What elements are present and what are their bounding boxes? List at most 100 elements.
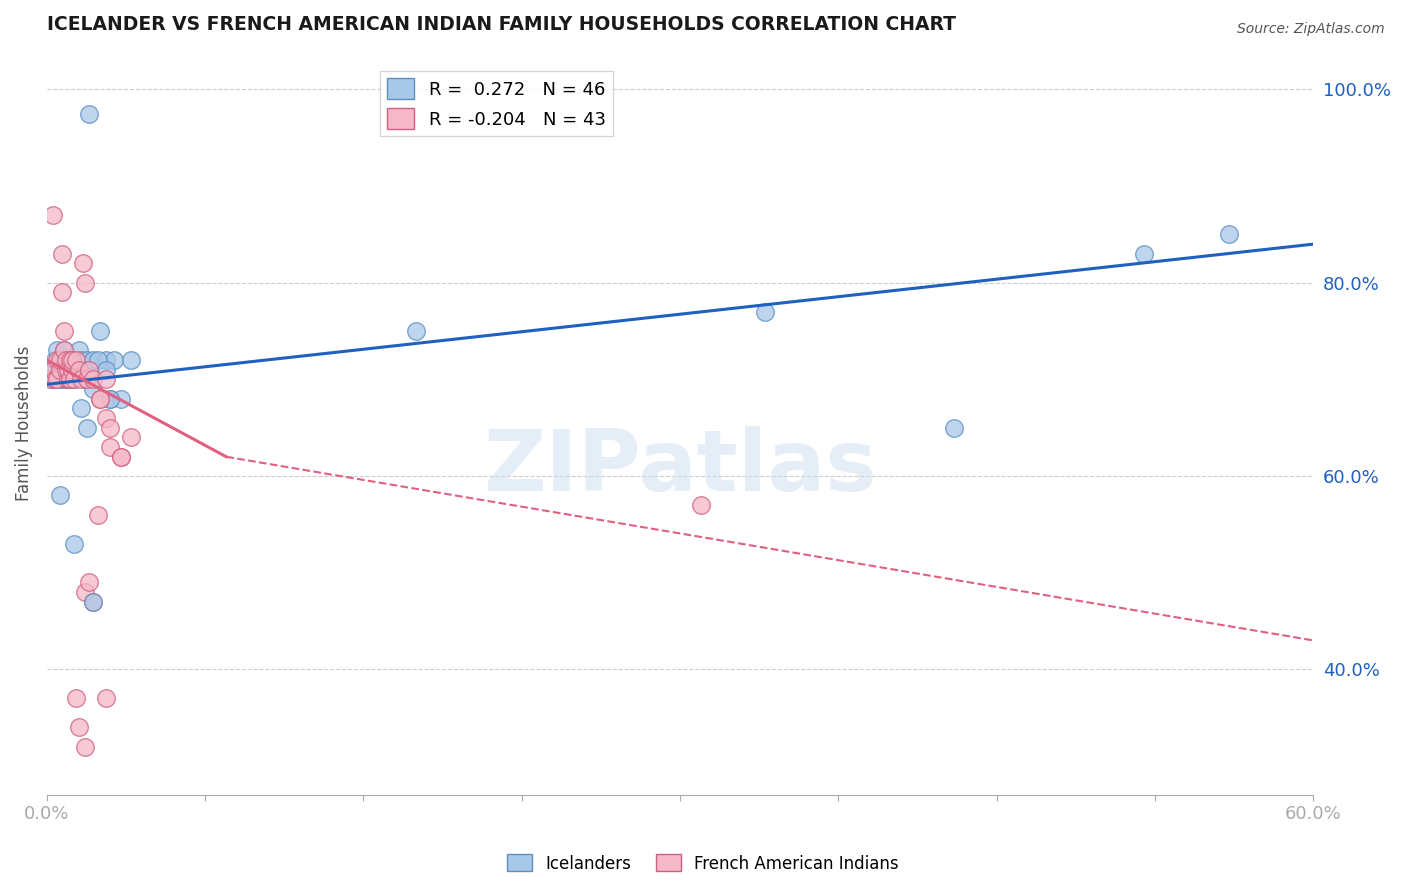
Point: [51, 247, 73, 261]
Point: [73, 739, 96, 754]
Point: [94, 372, 117, 386]
Point: [72, 256, 94, 270]
Point: [98, 440, 121, 454]
Point: [690, 498, 713, 512]
Text: ZIPatlas: ZIPatlas: [484, 426, 877, 509]
Point: [86, 353, 108, 368]
Point: [51, 372, 73, 386]
Point: [52, 363, 75, 377]
Point: [94, 691, 117, 706]
Point: [110, 450, 132, 464]
Point: [56, 372, 79, 386]
Point: [89, 392, 111, 406]
Point: [72, 363, 94, 377]
Point: [754, 305, 776, 319]
Point: [60, 363, 83, 377]
Point: [59, 353, 82, 368]
Point: [56, 363, 79, 377]
Point: [52, 324, 75, 338]
Point: [76, 353, 98, 368]
Point: [82, 382, 104, 396]
Point: [110, 450, 132, 464]
Point: [110, 392, 132, 406]
Point: [48, 353, 70, 368]
Point: [94, 411, 117, 425]
Point: [103, 353, 125, 368]
Point: [60, 353, 83, 368]
Point: [59, 372, 82, 386]
Point: [73, 585, 96, 599]
Point: [56, 372, 79, 386]
Point: [46, 363, 69, 377]
Point: [56, 363, 79, 377]
Legend: Icelanders, French American Indians: Icelanders, French American Indians: [501, 847, 905, 880]
Point: [48, 372, 70, 386]
Point: [82, 595, 104, 609]
Point: [67, 343, 90, 358]
Text: ICELANDER VS FRENCH AMERICAN INDIAN FAMILY HOUSEHOLDS CORRELATION CHART: ICELANDER VS FRENCH AMERICAN INDIAN FAMI…: [46, 15, 956, 34]
Point: [405, 324, 427, 338]
Point: [76, 421, 98, 435]
Point: [98, 421, 121, 435]
Point: [69, 372, 91, 386]
Point: [48, 353, 70, 368]
Point: [67, 363, 90, 377]
Point: [89, 324, 111, 338]
Point: [52, 343, 75, 358]
Legend: R =  0.272   N = 46, R = -0.204   N = 43: R = 0.272 N = 46, R = -0.204 N = 43: [380, 71, 613, 136]
Point: [51, 353, 73, 368]
Point: [69, 353, 91, 368]
Text: Source: ZipAtlas.com: Source: ZipAtlas.com: [1237, 22, 1385, 37]
Point: [48, 363, 70, 377]
Point: [63, 537, 86, 551]
Point: [98, 392, 121, 406]
Point: [89, 392, 111, 406]
Y-axis label: Family Households: Family Households: [15, 345, 32, 500]
Point: [77, 363, 100, 377]
Point: [65, 363, 87, 377]
Point: [42, 208, 65, 222]
Point: [98, 392, 121, 406]
Point: [77, 575, 100, 590]
Point: [52, 343, 75, 358]
Point: [1133, 247, 1156, 261]
Point: [120, 430, 142, 444]
Point: [48, 488, 70, 502]
Point: [63, 372, 86, 386]
Point: [73, 372, 96, 386]
Point: [82, 595, 104, 609]
Point: [82, 372, 104, 386]
Point: [76, 372, 98, 386]
Point: [42, 363, 65, 377]
Point: [1218, 227, 1240, 242]
Point: [60, 353, 83, 368]
Point: [55, 372, 77, 386]
Point: [55, 363, 77, 377]
Point: [94, 363, 117, 377]
Point: [77, 363, 100, 377]
Point: [94, 353, 117, 368]
Point: [51, 285, 73, 300]
Point: [65, 691, 87, 706]
Point: [77, 106, 100, 120]
Point: [46, 372, 69, 386]
Point: [42, 363, 65, 377]
Point: [46, 343, 69, 358]
Point: [60, 363, 83, 377]
Point: [63, 372, 86, 386]
Point: [44, 372, 66, 386]
Point: [86, 508, 108, 522]
Point: [69, 401, 91, 416]
Point: [82, 353, 104, 368]
Point: [67, 720, 90, 734]
Point: [39, 372, 62, 386]
Point: [65, 353, 87, 368]
Point: [55, 353, 77, 368]
Point: [46, 353, 69, 368]
Point: [943, 421, 966, 435]
Point: [120, 353, 142, 368]
Point: [39, 372, 62, 386]
Point: [59, 353, 82, 368]
Point: [44, 353, 66, 368]
Point: [59, 372, 82, 386]
